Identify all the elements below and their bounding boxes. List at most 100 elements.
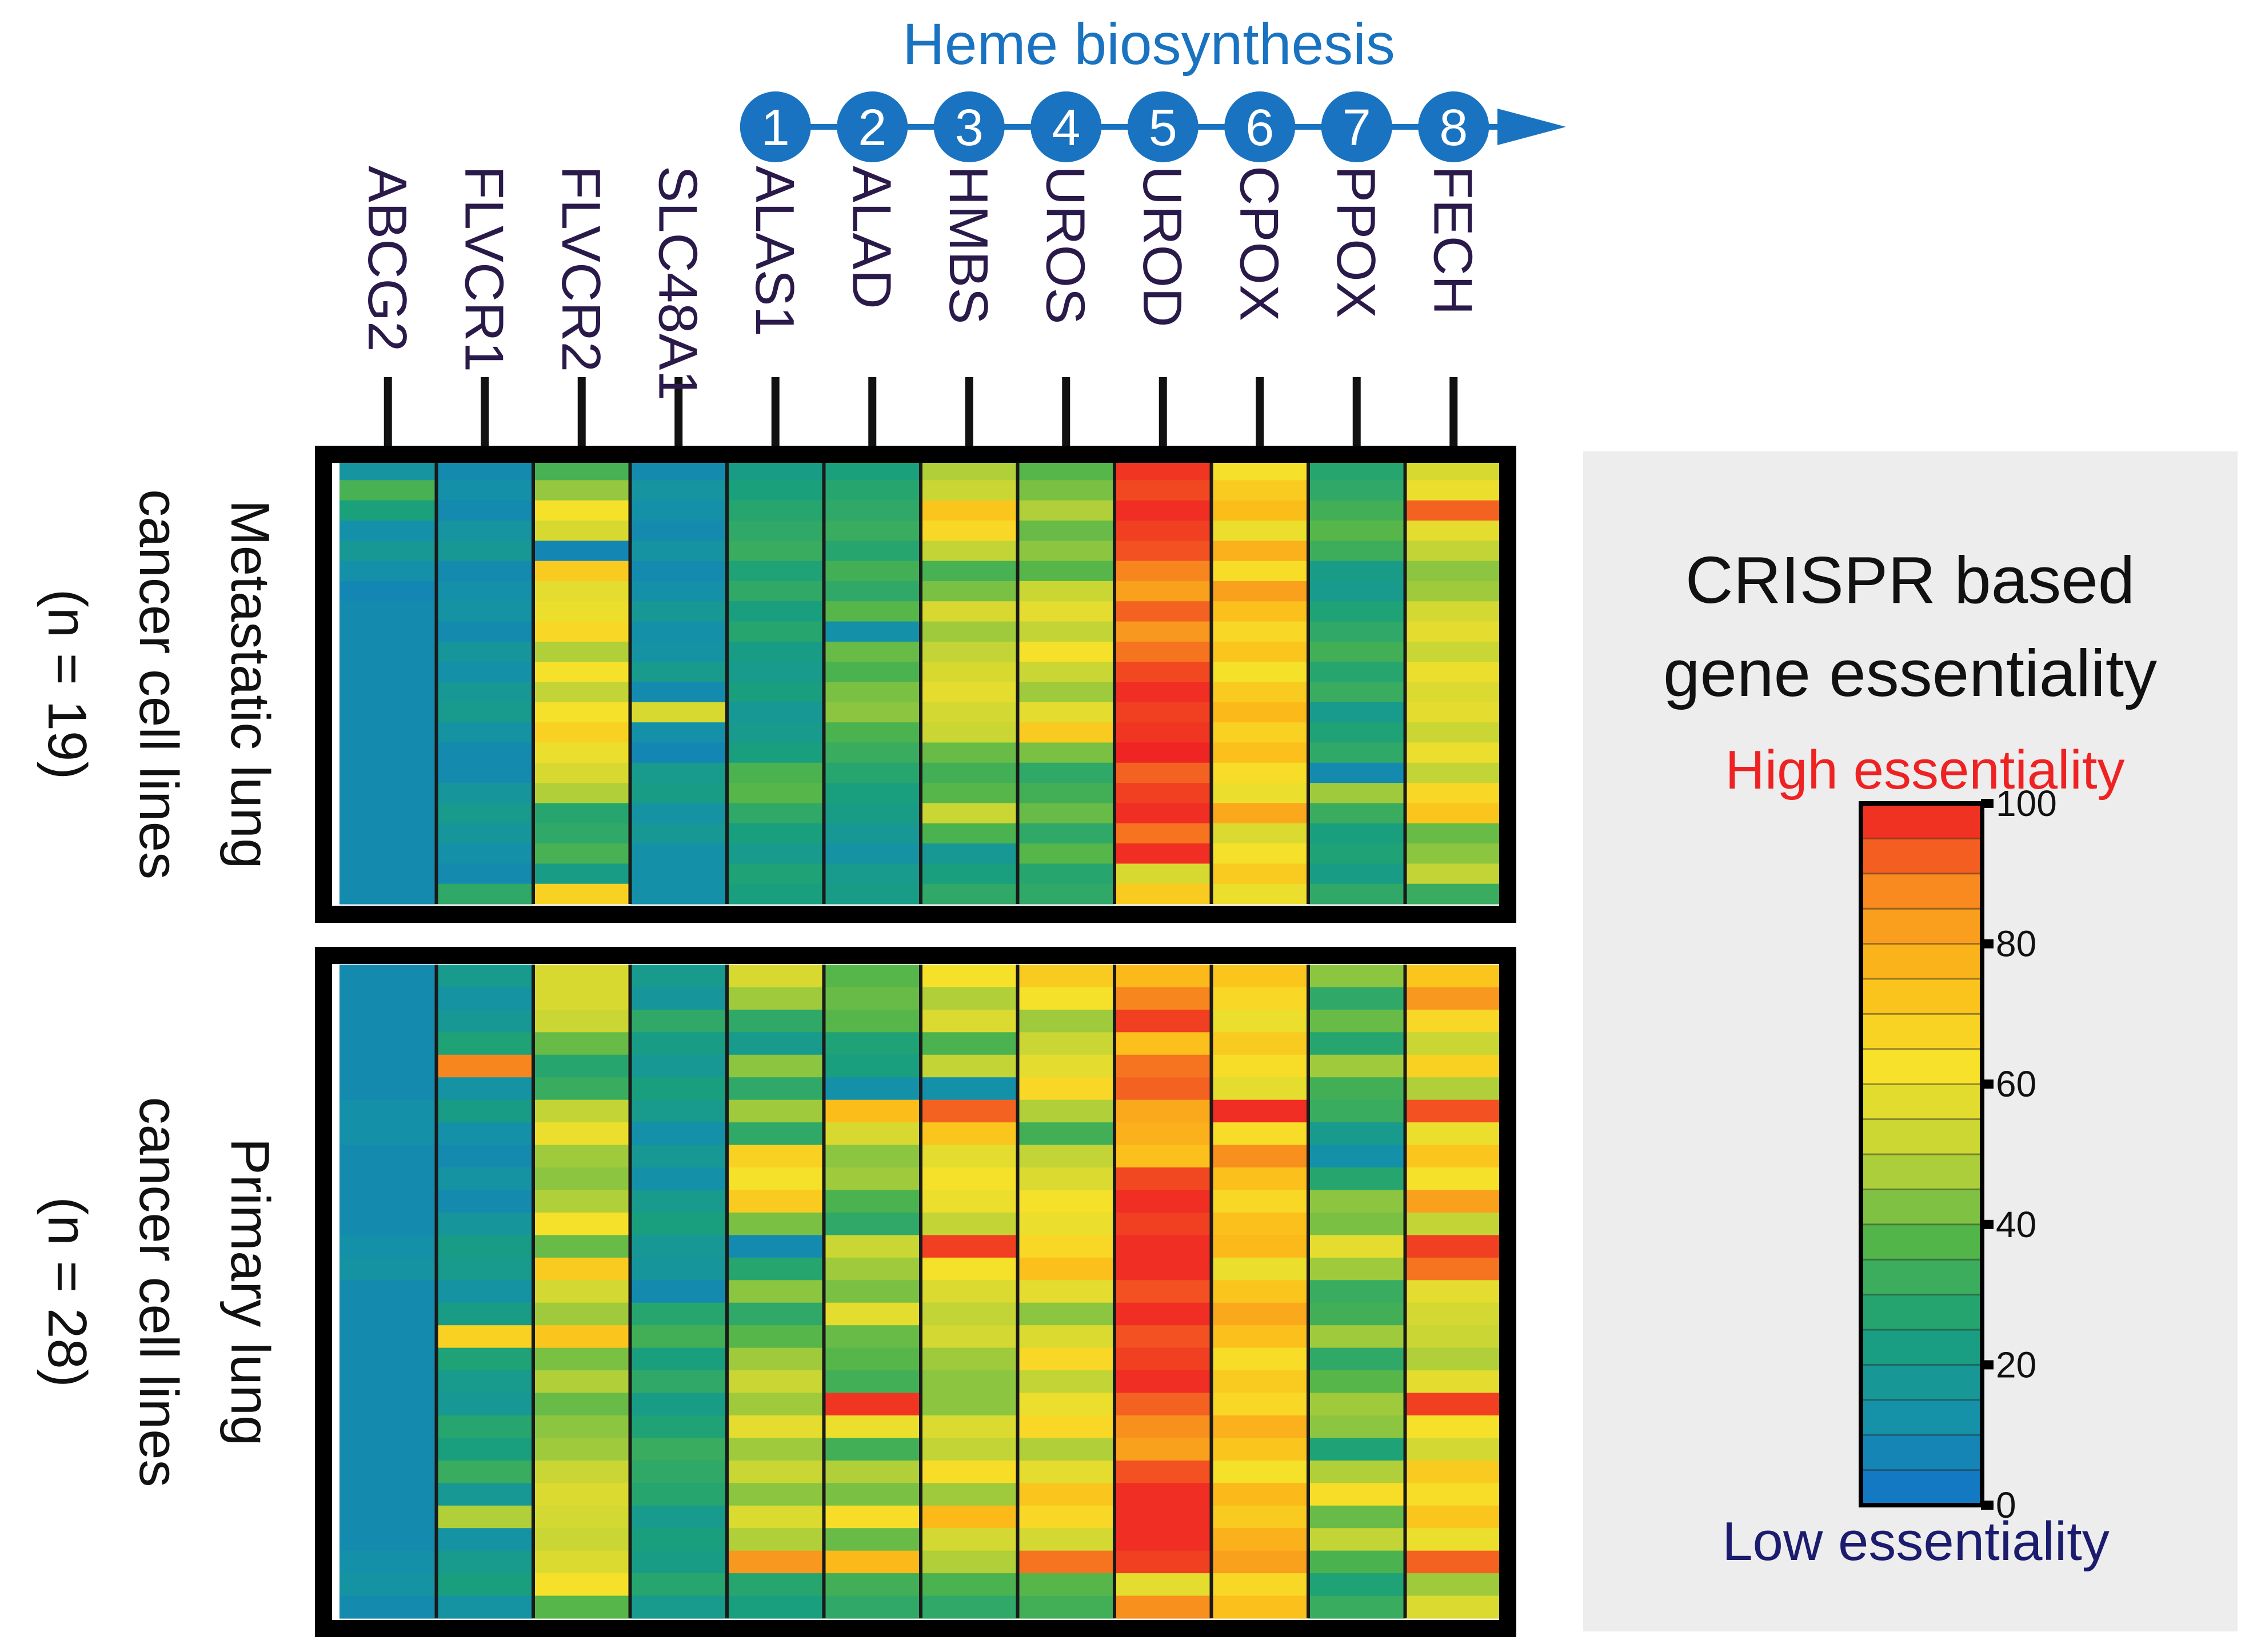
heatmap-cell <box>1114 742 1212 763</box>
heatmap-cell <box>1017 1460 1115 1483</box>
colorbar-band <box>1861 1470 1982 1506</box>
heatmap-cell <box>1017 987 1115 1010</box>
heatmap-cell <box>1114 541 1212 562</box>
colorbar-tick-label: 80 <box>1996 923 2036 965</box>
heatmap-cell <box>1405 682 1503 703</box>
heatmap-cell <box>1405 1505 1503 1529</box>
heatmap-cell <box>727 662 825 683</box>
panel-frame <box>315 446 1516 923</box>
heatmap-cell <box>1114 762 1212 783</box>
heatmap-cell <box>921 641 1018 662</box>
heatmap-cell <box>1114 1302 1212 1326</box>
heatmap-cell <box>1211 1483 1309 1506</box>
heatmap-cell <box>630 1528 728 1551</box>
metastatic-group-label: Metastatic lung cancer cell lines (n = 19) <box>37 489 281 879</box>
heatmap-cell <box>436 480 534 501</box>
heatmap-cell <box>1308 682 1406 703</box>
panel-frame <box>315 947 1516 1637</box>
heatmap-cell <box>630 1235 728 1258</box>
heatmap-cell <box>1405 987 1503 1010</box>
heatmap-cell <box>1114 1032 1212 1055</box>
heatmap-cell <box>1211 641 1309 662</box>
heatmap-cell <box>1211 783 1309 804</box>
heatmap-cell <box>630 1573 728 1597</box>
heatmap-cell <box>630 1438 728 1461</box>
heatmap-cell <box>1405 460 1503 481</box>
heatmap-cell <box>921 541 1018 562</box>
heatmap-cell <box>1211 1054 1309 1078</box>
heatmap-cell <box>727 1099 825 1123</box>
heatmap-cell <box>824 1190 921 1213</box>
heatmap-cell <box>436 1257 534 1281</box>
heatmap-cell <box>436 1370 534 1394</box>
heatmap-cell <box>1211 1099 1309 1123</box>
heatmap-cell <box>1017 722 1115 743</box>
heatmap-cell <box>339 1460 437 1483</box>
heatmap-cell <box>1405 965 1503 988</box>
heatmap-cell <box>727 561 825 582</box>
heatmap-cell <box>1405 1483 1503 1506</box>
colorbar-frame <box>1859 801 1984 1507</box>
heatmap-cell <box>1114 1167 1212 1191</box>
heatmap-cell <box>1308 987 1406 1010</box>
heatmap-cell <box>630 762 728 783</box>
heatmap-cell <box>1308 1528 1406 1551</box>
heatmap-cell <box>1017 1438 1115 1461</box>
heatmap-cell <box>727 1212 825 1235</box>
heatmap-cell <box>1114 1235 1212 1258</box>
heatmap-cell <box>1114 863 1212 885</box>
heatmap-cell <box>339 1483 437 1506</box>
heatmap-cell <box>339 702 437 723</box>
heatmap-cell <box>824 460 921 481</box>
heatmap-cell <box>339 1257 437 1281</box>
heatmap-cell <box>1114 1370 1212 1394</box>
heatmap-cell <box>339 1415 437 1439</box>
colorbar-band <box>1861 1154 1982 1190</box>
heatmap-cell <box>436 662 534 683</box>
heatmap-cell <box>824 863 921 885</box>
heatmap-cell <box>1114 641 1212 662</box>
heatmap-cell <box>727 520 825 541</box>
heatmap-cell <box>921 1438 1018 1461</box>
heatmap-cell <box>1308 803 1406 824</box>
heatmap-cell <box>436 863 534 885</box>
heatmap-cell <box>339 1528 437 1551</box>
heatmap-cell <box>436 803 534 824</box>
heatmap-cell <box>533 1460 631 1483</box>
heatmap-cell <box>533 1009 631 1033</box>
heatmap-cell <box>339 1438 437 1461</box>
heatmap-cell <box>727 1235 825 1258</box>
gene-label-alas1: ALAS1 <box>744 166 805 337</box>
heatmap-cell <box>1405 480 1503 501</box>
colorbar-band <box>1861 1224 1982 1260</box>
heatmap-cell <box>436 1054 534 1078</box>
heatmap-cell <box>824 480 921 501</box>
heatmap-cell <box>436 1077 534 1101</box>
gene-label-abcg2: ABCG2 <box>357 166 418 351</box>
heatmap-cell <box>1114 1505 1212 1529</box>
heatmap-cell <box>1114 1145 1212 1168</box>
heatmap-cell <box>1405 843 1503 864</box>
colorbar-tick-mark <box>1981 1219 1994 1229</box>
heatmap-cell <box>1114 1460 1212 1483</box>
heatmap-cell <box>1308 1550 1406 1574</box>
heatmap-cell <box>436 581 534 602</box>
gene-labels: ABCG2 FLVCR1 FLVCR2 SLC48A1 ALAS1 ALAD HMBS URO… <box>357 166 1483 457</box>
heatmap-cell <box>630 662 728 683</box>
heatmap-cell <box>533 1573 631 1597</box>
heatmap-cell <box>630 1302 728 1326</box>
heatmap-cell <box>339 460 437 481</box>
heatmap-cell <box>727 987 825 1010</box>
heatmap-cell <box>824 742 921 763</box>
heatmap-cell <box>921 965 1018 988</box>
heatmap-cell <box>824 843 921 864</box>
heatmap-cell <box>1017 783 1115 804</box>
heatmap-cell <box>1114 1415 1212 1439</box>
heatmap-cell <box>921 883 1018 905</box>
heatmap-cell <box>921 1054 1018 1078</box>
heatmap-cell <box>1308 1438 1406 1461</box>
legend-title-line-1: CRISPR based <box>1685 543 2135 617</box>
heatmap-cell <box>824 1370 921 1394</box>
heatmap-cell <box>1017 621 1115 642</box>
heatmap-cell <box>727 1054 825 1078</box>
